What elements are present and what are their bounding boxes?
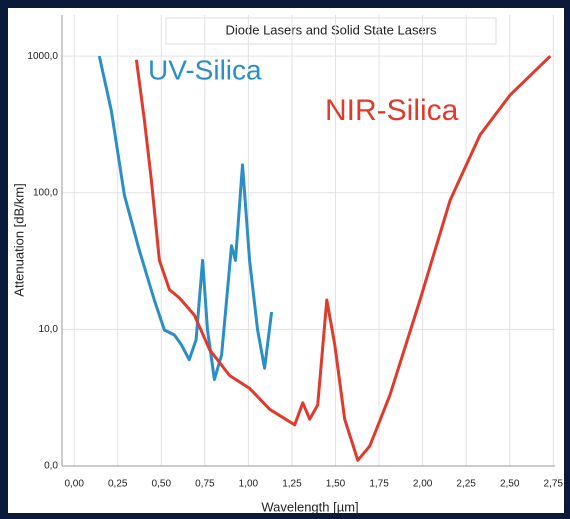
series-label: UV-Silica bbox=[148, 54, 262, 85]
chart-panel bbox=[8, 8, 564, 513]
x-axis-title: Wavelength [µm] bbox=[261, 499, 358, 514]
y-axis-title: Attenuation [dB/km] bbox=[11, 183, 26, 296]
x-tick-label: 0,00 bbox=[64, 479, 84, 490]
x-tick-label: 2,00 bbox=[413, 479, 433, 490]
y-tick-label: 1000,0 bbox=[27, 51, 58, 62]
x-tick-label: 1,00 bbox=[239, 479, 259, 490]
chart-title: Diode Lasers and Solid State Lasers bbox=[225, 22, 437, 37]
data-line bbox=[97, 55, 274, 381]
x-tick-label: 1,75 bbox=[369, 479, 389, 490]
x-tick-label: 2,75 bbox=[544, 479, 564, 490]
x-tick-label: 1,50 bbox=[326, 479, 346, 490]
title-box bbox=[165, 17, 497, 45]
data-line bbox=[134, 55, 552, 462]
y-tick-label: 100,0 bbox=[33, 187, 58, 198]
x-tick-label: 2,50 bbox=[500, 479, 520, 490]
y-tick-label: 0,0 bbox=[44, 461, 58, 472]
y-tick-label: 10,0 bbox=[39, 324, 59, 335]
series-label: NIR-Silica bbox=[325, 94, 459, 127]
x-tick-label: 2,25 bbox=[456, 479, 476, 490]
x-tick-label: 0,25 bbox=[108, 479, 128, 490]
x-tick-label: 0,50 bbox=[152, 479, 172, 490]
x-tick-label: 1,25 bbox=[282, 479, 302, 490]
x-tick-label: 0,75 bbox=[195, 479, 215, 490]
